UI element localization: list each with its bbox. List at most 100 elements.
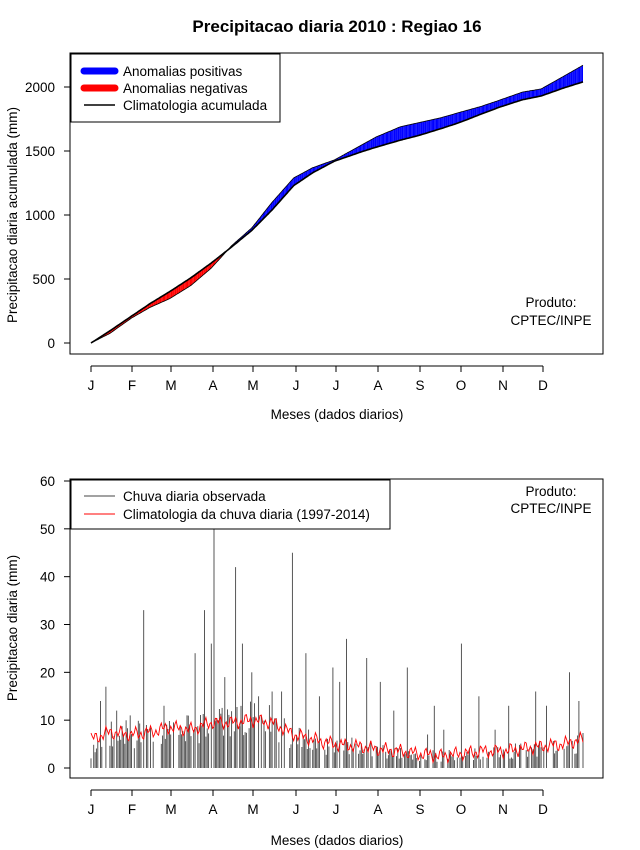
negative-anomaly-segment bbox=[166, 292, 169, 301]
daily-y-axis: 0 10 20 30 40 50 60 bbox=[40, 474, 70, 776]
x-tick-label: S bbox=[415, 802, 424, 817]
positive-anomaly-segment bbox=[570, 71, 573, 86]
positive-anomaly-segment bbox=[496, 100, 498, 109]
positive-anomaly-segment bbox=[523, 91, 525, 100]
positive-anomaly-segment bbox=[373, 137, 375, 149]
x-tick-label: J bbox=[293, 378, 300, 393]
y-tick-label: 2000 bbox=[25, 80, 55, 95]
positive-anomaly-segment bbox=[397, 127, 400, 141]
negative-anomaly-segment bbox=[193, 274, 196, 284]
positive-anomaly-segment bbox=[464, 110, 466, 121]
observed-cumulative-line bbox=[90, 64, 584, 344]
negative-anomaly-segment bbox=[201, 268, 204, 277]
negative-anomaly-segment bbox=[192, 275, 194, 285]
positive-anomaly-segment bbox=[558, 78, 561, 90]
positive-anomaly-segment bbox=[347, 151, 350, 157]
negative-anomaly-segment bbox=[181, 283, 183, 292]
positive-anomaly-segment bbox=[450, 114, 452, 126]
x-tick-label: O bbox=[456, 378, 467, 393]
positive-anomaly-segment bbox=[501, 98, 504, 107]
positive-anomaly-segment bbox=[434, 118, 436, 131]
daily-plot-frame bbox=[69, 478, 604, 779]
cumulative-legend: Anomalias positivas Anomalias negativas … bbox=[70, 53, 281, 123]
positive-anomaly-segment bbox=[469, 109, 471, 119]
cumulative-y-axis-label: Precipitacao diaria acumulada (mm) bbox=[5, 107, 20, 323]
positive-anomaly-segment bbox=[543, 86, 546, 95]
positive-anomaly-segment bbox=[293, 177, 296, 186]
positive-anomaly-segment bbox=[562, 75, 565, 89]
credit-label-2: Produto: bbox=[525, 484, 576, 499]
positive-anomaly-segment bbox=[368, 140, 370, 150]
legend-label-observed: Chuva diaria observada bbox=[123, 489, 266, 504]
y-tick-label: 500 bbox=[32, 272, 55, 287]
positive-anomaly-segment bbox=[362, 143, 365, 152]
positive-anomaly-segment bbox=[411, 124, 413, 138]
positive-anomaly-segment bbox=[404, 125, 406, 140]
positive-anomaly-segment bbox=[551, 82, 554, 93]
positive-anomaly-segment bbox=[564, 75, 566, 88]
positive-anomaly-segment bbox=[361, 144, 363, 152]
positive-anomaly-segment bbox=[426, 120, 428, 134]
negative-anomaly-segment bbox=[186, 279, 189, 288]
positive-anomaly-segment bbox=[412, 123, 415, 138]
negative-anomaly-segment bbox=[162, 295, 164, 302]
negative-anomaly-segment bbox=[165, 293, 167, 301]
positive-anomaly-segment bbox=[269, 203, 271, 213]
positive-anomaly-segment bbox=[301, 172, 304, 181]
positive-anomaly-segment bbox=[350, 150, 352, 156]
positive-anomaly-segment bbox=[303, 172, 305, 180]
negative-anomaly-segment bbox=[178, 284, 181, 293]
y-tick-label: 10 bbox=[40, 713, 55, 728]
x-tick-label: J bbox=[88, 802, 95, 817]
daily-panel: 0 10 20 30 40 50 60 J F M A M J J A S O N D Precipitacao … bbox=[5, 474, 604, 848]
positive-anomaly-segment bbox=[449, 114, 451, 126]
positive-anomaly-segment bbox=[537, 89, 539, 97]
positive-anomaly-segment bbox=[481, 105, 483, 114]
positive-anomaly-segment bbox=[530, 90, 532, 99]
positive-anomaly-segment bbox=[304, 171, 306, 179]
positive-anomaly-segment bbox=[446, 115, 448, 127]
positive-anomaly-segment bbox=[549, 83, 551, 94]
negative-anomaly-segment bbox=[184, 281, 186, 290]
negative-anomaly-segment bbox=[170, 290, 173, 298]
positive-anomaly-segment bbox=[546, 85, 548, 95]
positive-anomaly-segment bbox=[557, 79, 559, 91]
positive-anomaly-segment bbox=[555, 79, 558, 91]
positive-anomaly-segment bbox=[359, 145, 362, 153]
negative-anomaly-segment bbox=[168, 291, 170, 300]
positive-anomaly-segment bbox=[507, 96, 509, 105]
climatology-daily-line bbox=[90, 713, 584, 765]
negative-anomaly-segment bbox=[197, 271, 200, 280]
positive-anomaly-segment bbox=[380, 134, 382, 146]
positive-anomaly-segment bbox=[295, 176, 297, 185]
negative-anomaly-segment bbox=[199, 270, 201, 279]
legend-label-positive: Anomalias positivas bbox=[123, 64, 243, 79]
positive-anomaly-segment bbox=[503, 98, 505, 106]
positive-anomaly-segment bbox=[453, 113, 455, 125]
positive-anomaly-segment bbox=[527, 90, 529, 99]
positive-anomaly-segment bbox=[576, 68, 578, 85]
positive-anomaly-segment bbox=[377, 135, 379, 147]
positive-anomaly-segment bbox=[427, 120, 429, 133]
positive-anomaly-segment bbox=[358, 145, 360, 153]
legend-label-negative: Anomalias negativas bbox=[123, 81, 248, 96]
positive-anomaly-segment bbox=[353, 148, 355, 155]
x-tick-label: M bbox=[165, 378, 176, 393]
positive-anomaly-segment bbox=[476, 107, 478, 116]
positive-anomaly-segment bbox=[378, 135, 381, 147]
positive-anomaly-segment bbox=[400, 126, 402, 141]
positive-anomaly-segment bbox=[376, 136, 378, 148]
positive-anomaly-segment bbox=[491, 102, 493, 111]
positive-anomaly-segment bbox=[372, 138, 374, 149]
positive-anomaly-segment bbox=[492, 102, 494, 110]
credit-source: CPTEC/INPE bbox=[510, 313, 591, 328]
positive-anomaly-segment bbox=[457, 112, 459, 124]
positive-anomaly-segment bbox=[364, 142, 366, 151]
negative-anomaly-segment bbox=[196, 272, 198, 281]
y-tick-label: 20 bbox=[40, 665, 55, 680]
positive-anomaly-segment bbox=[442, 116, 444, 129]
climatology-cumulative-line bbox=[90, 81, 584, 344]
positive-anomaly-segment bbox=[561, 76, 563, 89]
positive-anomaly-segment bbox=[534, 89, 536, 98]
